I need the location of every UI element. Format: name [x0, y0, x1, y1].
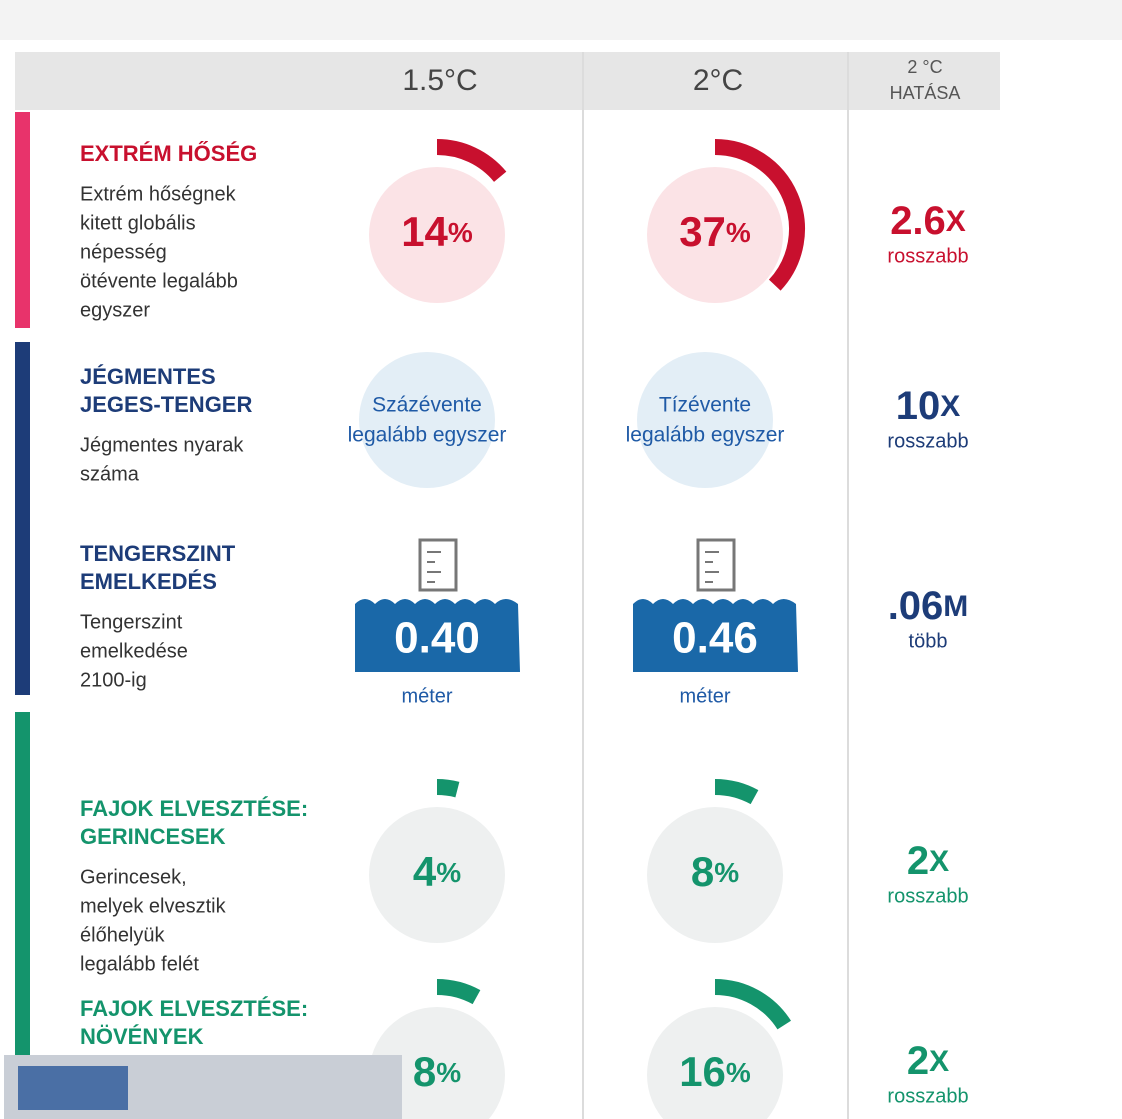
unit: X — [929, 845, 949, 878]
row-title: GERINCESEK — [80, 824, 226, 849]
ruler-icon — [698, 540, 734, 590]
percent-arc — [437, 787, 457, 790]
ruler-icon — [420, 540, 456, 590]
top-bar — [0, 0, 1122, 40]
sea-level-unit: méter — [401, 685, 452, 707]
sea-level-value: 0.46 — [672, 614, 758, 663]
value: 14 — [401, 208, 448, 255]
row-description: 2100-ig — [80, 669, 147, 691]
value: 37 — [679, 208, 726, 255]
percent-arc — [437, 987, 477, 997]
row-title: FAJOK ELVESZTÉSE: — [80, 796, 308, 821]
ice-bg — [359, 352, 495, 488]
row-description: élőhelyük — [80, 924, 166, 946]
unit: % — [436, 1057, 461, 1088]
value: 2 — [907, 1039, 929, 1083]
infographic: 1.5°C 2°C 2 °C HATÁSA EXTRÉM HŐSÉG Extrém… — [0, 0, 1122, 1119]
impact-note: rosszabb — [887, 430, 968, 452]
value: .06 — [888, 584, 944, 628]
page: 1.5°C 2°C 2 °C HATÁSA EXTRÉM HŐSÉG Extrém… — [0, 0, 1122, 1119]
frequency-text: legalább egyszer — [348, 424, 507, 447]
impact-note: több — [909, 630, 948, 652]
value: 2 — [907, 839, 929, 883]
row-title: EXTRÉM HŐSÉG — [80, 141, 257, 166]
unit: X — [940, 390, 960, 423]
impact-note: rosszabb — [887, 245, 968, 267]
category-bar — [15, 342, 30, 695]
impact-value: 2X — [907, 839, 949, 883]
impact-note: rosszabb — [887, 885, 968, 907]
sea-level-unit: méter — [679, 685, 730, 707]
row-description: melyek elvesztik — [80, 895, 227, 917]
row-title: JEGES-TENGER — [80, 392, 252, 417]
thumbnail-detail — [18, 1066, 128, 1110]
unit: % — [726, 1057, 751, 1088]
impact-value: 10X — [896, 384, 961, 428]
unit: X — [946, 205, 966, 238]
unit: M — [943, 590, 968, 623]
row-description: legalább felét — [80, 953, 199, 975]
row-description: Jégmentes nyarak — [80, 434, 244, 456]
frequency-text: Százévente — [372, 394, 482, 417]
value: 10 — [896, 384, 941, 428]
unit: % — [714, 857, 739, 888]
ice-bg — [637, 352, 773, 488]
row-title: JÉGMENTES — [80, 364, 216, 389]
header-c2: 2°C — [693, 64, 743, 97]
row-description: kitett globális — [80, 212, 196, 234]
impact-value: 2.6X — [890, 199, 966, 243]
header-band — [15, 52, 1000, 110]
header-c15: 1.5°C — [402, 64, 477, 97]
unit: X — [929, 1045, 949, 1078]
row-description: Gerincesek, — [80, 866, 187, 888]
impact-note: rosszabb — [887, 1085, 968, 1107]
value: 4 — [413, 848, 437, 895]
impact-value: .06M — [888, 584, 969, 628]
category-bar — [15, 112, 30, 328]
impact-value: 2X — [907, 1039, 949, 1083]
row-title: EMELKEDÉS — [80, 569, 217, 594]
row-description: ötévente legalább — [80, 270, 238, 292]
unit: % — [448, 217, 473, 248]
frequency-text: legalább egyszer — [626, 424, 785, 447]
header-impact: HATÁSA — [890, 83, 961, 103]
row-title: FAJOK ELVESZTÉSE: — [80, 996, 308, 1021]
unit: % — [726, 217, 751, 248]
row-description: népesség — [80, 241, 167, 263]
sea-level-value: 0.40 — [394, 614, 480, 663]
row-title: TENGERSZINT — [80, 541, 236, 566]
percent-arc — [715, 787, 755, 797]
row-title: NÖVÉNYEK — [80, 1024, 204, 1049]
frequency-text: Tízévente — [659, 394, 751, 417]
value: 16 — [679, 1048, 726, 1095]
value: 2.6 — [890, 199, 946, 243]
row-description: Tengerszint — [80, 611, 183, 633]
row-description: emelkedése — [80, 640, 188, 662]
value: 8 — [691, 848, 714, 895]
row-description: száma — [80, 463, 140, 485]
row-description: Extrém hőségnek — [80, 183, 237, 205]
header-impact: 2 °C — [907, 57, 942, 77]
row-description: egyszer — [80, 299, 150, 321]
unit: % — [436, 857, 461, 888]
value: 8 — [413, 1048, 436, 1095]
